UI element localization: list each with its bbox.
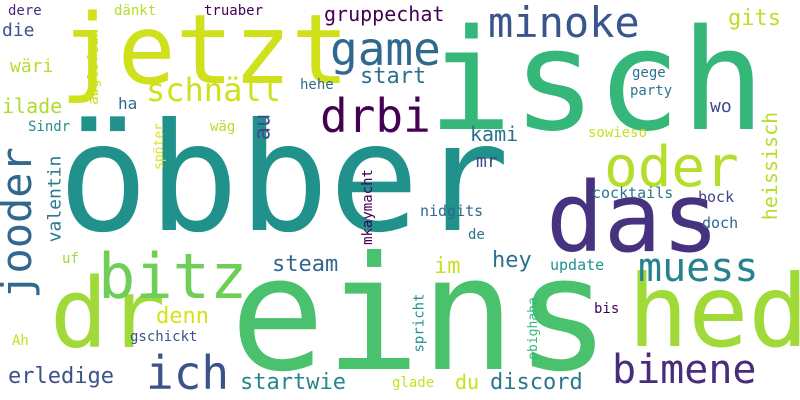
word-glade: glade — [392, 375, 435, 391]
word-spricht: spricht — [411, 293, 428, 353]
word-du: du — [455, 370, 480, 394]
word-spoter: spöter — [151, 123, 167, 170]
word-bitz: bitz — [98, 240, 248, 313]
word-jooder: jooder — [0, 147, 41, 299]
word-drbi: drbi — [320, 89, 431, 143]
word-eins: eins — [230, 223, 611, 400]
word-dankt: dänkt — [114, 3, 157, 19]
word-bimene: bimene — [612, 347, 757, 393]
word-sindr: Sindr — [28, 119, 71, 135]
word-die: die — [2, 20, 35, 41]
word-nidgits: nidgits — [420, 202, 484, 220]
word-discord: discord — [490, 370, 583, 395]
word-de: de — [468, 227, 485, 243]
word-kami: kami — [470, 122, 519, 146]
word-gruppechat: gruppechat — [324, 2, 445, 26]
word-das: das — [546, 162, 720, 274]
word-steam: steam — [272, 252, 339, 277]
word-uf: uf — [62, 251, 79, 267]
word-hey: hey — [492, 248, 532, 273]
word-heissisch: heissisch — [758, 111, 783, 221]
word-hehe: hehe — [300, 77, 334, 93]
word-obighaha: obighaha — [525, 297, 541, 360]
word-muess: muess — [638, 245, 759, 291]
word-minoke: minoke — [488, 0, 640, 47]
word-game: game — [330, 22, 441, 76]
word-ha: ha — [118, 94, 138, 113]
word-gege: gege — [632, 65, 666, 81]
word-erledige: erledige — [8, 364, 114, 389]
word-obber: öbber — [58, 92, 510, 266]
word-ah: Ah — [12, 333, 29, 349]
word-party: party — [630, 83, 673, 99]
word-dere: dere — [8, 3, 42, 19]
word-jetzt: jetzt — [60, 0, 349, 106]
word-bock: bock — [698, 188, 735, 206]
word-doch: doch — [702, 214, 739, 232]
word-update: update — [550, 256, 605, 274]
word-wo: wo — [710, 96, 732, 117]
word-hed: hed — [628, 253, 800, 370]
word-im: im — [434, 254, 461, 279]
word-abglofeah: abglofeah — [85, 29, 102, 105]
word-oder: oder — [604, 135, 739, 200]
word-bis: bis — [594, 301, 620, 317]
word-valentin: valentin — [44, 155, 66, 243]
word-isch: isch — [428, 0, 766, 163]
word-ich: ich — [146, 346, 230, 400]
word-startwie: startwie — [240, 370, 346, 395]
word-gschickt: gschickt — [130, 329, 198, 345]
word-mkaymacht: mkaymacht — [359, 169, 376, 245]
word-cocktails: cocktails — [592, 184, 674, 202]
word-truaber: truaber — [204, 3, 264, 19]
word-ilade: ilade — [2, 94, 63, 118]
word-dr: dr — [50, 258, 166, 370]
word-wag: wäg — [210, 119, 236, 135]
word-sowieso: sowieso — [588, 125, 648, 141]
word-au: au — [250, 113, 276, 141]
word-schnall: schnäll — [146, 71, 281, 109]
word-wari: wäri — [10, 56, 54, 77]
word-start: start — [360, 64, 427, 89]
word-gits: gits — [728, 6, 781, 31]
word-denn: denn — [156, 304, 209, 329]
word-mr: mr — [476, 151, 498, 172]
